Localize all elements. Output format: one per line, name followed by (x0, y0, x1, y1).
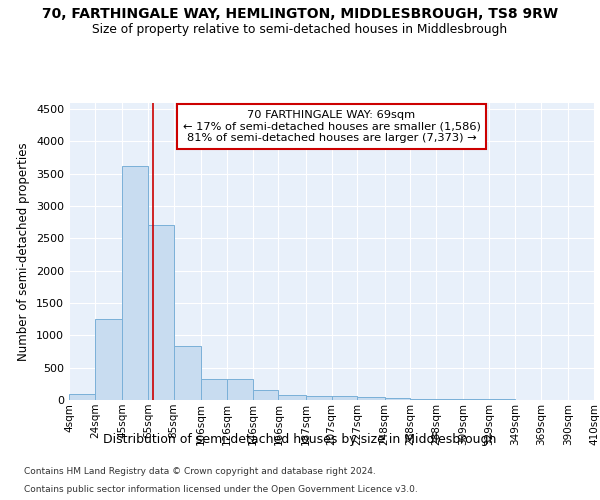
Text: Size of property relative to semi-detached houses in Middlesbrough: Size of property relative to semi-detach… (92, 22, 508, 36)
Text: Contains public sector information licensed under the Open Government Licence v3: Contains public sector information licen… (24, 485, 418, 494)
Bar (122, 166, 148, 400)
Text: 70 FARTHINGALE WAY: 69sqm
← 17% of semi-detached houses are smaller (1,586)
81% : 70 FARTHINGALE WAY: 69sqm ← 17% of semi-… (182, 110, 481, 143)
Bar (95, 319, 122, 400)
Bar (436, 399, 463, 400)
Bar (174, 346, 201, 400)
Bar (69, 394, 95, 400)
Text: Contains HM Land Registry data © Crown copyright and database right 2024.: Contains HM Land Registry data © Crown c… (24, 467, 376, 476)
Bar (227, 380, 253, 400)
Bar (410, 398, 436, 400)
Text: 70, FARTHINGALE WAY, HEMLINGTON, MIDDLESBROUGH, TS8 9RW: 70, FARTHINGALE WAY, HEMLINGTON, MIDDLES… (42, 8, 558, 22)
Bar (253, 390, 278, 400)
Bar (148, 226, 174, 400)
Bar (331, 396, 358, 400)
Y-axis label: Number of semi-detached properties: Number of semi-detached properties (17, 142, 31, 360)
Bar (358, 398, 385, 400)
Bar (201, 380, 227, 400)
Bar (278, 395, 305, 400)
Bar (385, 398, 410, 400)
Text: Distribution of semi-detached houses by size in Middlesbrough: Distribution of semi-detached houses by … (103, 432, 497, 446)
Bar (305, 396, 332, 400)
